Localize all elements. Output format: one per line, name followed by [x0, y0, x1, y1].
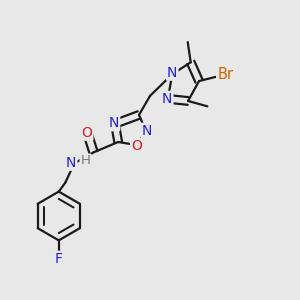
Text: Br: Br — [217, 67, 233, 82]
Text: O: O — [131, 139, 142, 153]
Text: N: N — [66, 156, 76, 170]
Text: H: H — [81, 154, 90, 167]
Text: N: N — [142, 124, 152, 138]
Text: N: N — [162, 92, 172, 106]
Text: N: N — [167, 66, 178, 80]
Text: O: O — [82, 126, 92, 140]
Text: N: N — [109, 116, 119, 130]
Text: F: F — [55, 252, 63, 266]
